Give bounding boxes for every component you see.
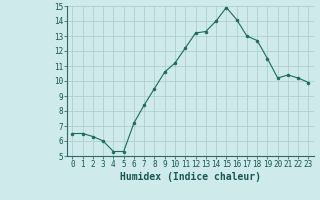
X-axis label: Humidex (Indice chaleur): Humidex (Indice chaleur) — [120, 172, 261, 182]
